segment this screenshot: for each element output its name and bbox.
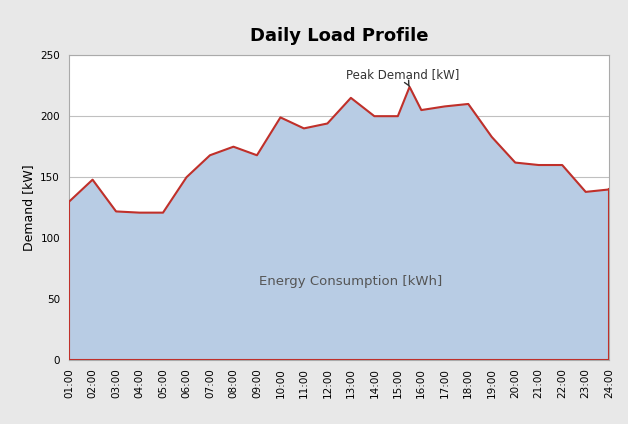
Title: Daily Load Profile: Daily Load Profile — [250, 27, 428, 45]
Text: Energy Consumption [kWh]: Energy Consumption [kWh] — [259, 274, 443, 287]
Text: Peak Demand [kW]: Peak Demand [kW] — [346, 68, 460, 86]
Y-axis label: Demand [kW]: Demand [kW] — [22, 165, 35, 251]
